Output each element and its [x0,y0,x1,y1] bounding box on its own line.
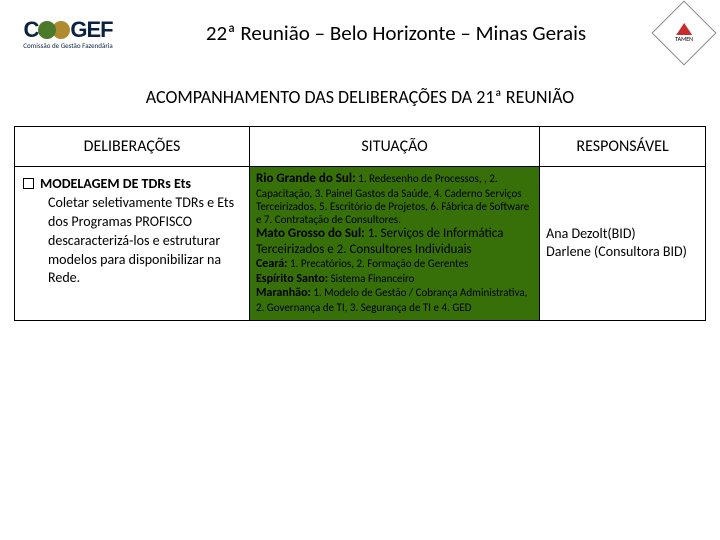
mg-triangle-icon [676,23,692,35]
sit-es-label: Espírito Santo: [256,272,328,286]
logo-cogef: C GEF Comissão de Gestão Fazendária [8,4,128,62]
th-responsavel: RESPONSÁVEL [540,127,706,167]
square-bullet-icon [23,178,34,189]
sit-rs-label: Rio Grande do Sul: [256,171,356,186]
cell-deliberacoes: MODELAGEM DE TDRs Ets Coletar seletivame… [15,167,250,321]
table-header-row: DELIBERAÇÕES SITUAÇÃO RESPONSÁVEL [15,127,706,167]
sit-ms: Mato Grosso do Sul: 1. Serviços de Infor… [256,226,533,257]
delib-bullet-row: MODELAGEM DE TDRs Ets [23,175,243,194]
logo-minas-gerais: TAMEN [656,5,712,61]
th-situacao: SITUAÇÃO [249,127,539,167]
th-deliberacoes: DELIBERAÇÕES [15,127,250,167]
logo-cogef-row: C GEF [23,17,112,43]
delib-body: Coletar seletivamente TDRs e Ets dos Pro… [48,194,243,288]
table-container: DELIBERAÇÕES SITUAÇÃO RESPONSÁVEL MODELA… [0,126,720,321]
delib-table: DELIBERAÇÕES SITUAÇÃO RESPONSÁVEL MODELA… [14,126,706,321]
delib-title: MODELAGEM DE TDRs Ets [40,175,191,194]
sit-ms-label: Mato Grosso do Sul: [256,226,365,241]
table-row: MODELAGEM DE TDRs Ets Coletar seletivame… [15,167,706,321]
resp-line-1: Ana Dezolt(BID) [546,225,699,243]
sit-es-body: Sistema Financeiro [328,272,414,285]
sit-ma: Maranhão: 1. Modelo de Gestão / Cobrança… [256,286,533,314]
resp-line-2: Darlene (Consultora BID) [546,243,699,261]
logo-text: GEF [70,17,112,43]
cell-responsavel: Ana Dezolt(BID) Darlene (Consultora BID) [540,167,706,321]
sit-ce-body: 1. Precatórios, 2. Formação de Gerentes [288,257,469,270]
mg-inner: TAMEN [675,23,693,43]
logo-circle-green [38,21,56,39]
logo-letter-c: C [23,17,38,43]
sit-ce: Ceará: 1. Precatórios, 2. Formação de Ge… [256,257,533,271]
sit-rs: Rio Grande do Sul: 1. Redesenho de Proce… [256,171,533,226]
sit-ce-label: Ceará: [256,257,288,271]
subtitle: ACOMPANHAMENTO DAS DELIBERAÇÕES DA 21ª R… [0,86,720,108]
cell-situacao: Rio Grande do Sul: 1. Redesenho de Proce… [249,167,539,321]
header-bar: C GEF Comissão de Gestão Fazendária 22ª … [0,0,720,64]
mg-diamond: TAMEN [651,0,716,65]
sit-ma-label: Maranhão: [256,286,311,300]
page-title: 22ª Reunião – Belo Horizonte – Minas Ger… [136,20,656,46]
sit-es: Espírito Santo: Sistema Financeiro [256,272,533,286]
logo-subtitle: Comissão de Gestão Fazendária [23,41,113,50]
mg-label: TAMEN [675,36,693,43]
